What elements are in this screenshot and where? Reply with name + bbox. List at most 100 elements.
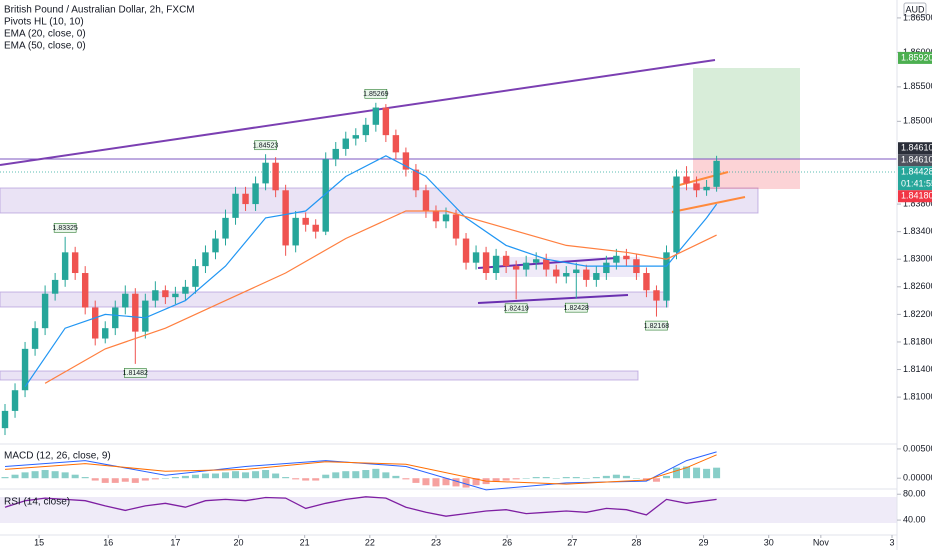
candle-body — [51, 279, 59, 294]
macd-bar — [542, 477, 550, 479]
macd-bar — [632, 478, 640, 479]
candle-body — [452, 214, 460, 239]
pivot-box — [564, 302, 588, 313]
price-label-box — [898, 142, 932, 155]
candle-body — [502, 255, 510, 267]
candle-body — [563, 273, 570, 277]
macd-bar — [452, 478, 460, 487]
x-tick-label: 22 — [365, 537, 375, 547]
axis-background — [897, 0, 932, 550]
macd-bar — [121, 478, 129, 482]
macd-bar — [713, 467, 721, 479]
macd-bar — [282, 477, 290, 479]
pivot-box — [504, 303, 528, 314]
price-label: 1.84610 — [901, 155, 932, 165]
candle-body — [212, 238, 219, 253]
macd-bar — [693, 467, 701, 479]
zone — [0, 370, 639, 381]
price-label: 1.84610 — [901, 143, 932, 153]
pivot-box — [53, 223, 77, 233]
candle-body — [613, 255, 620, 263]
y-tick-label: 1.83800 — [903, 198, 932, 208]
zone — [0, 187, 759, 214]
flag-line — [671, 196, 746, 213]
y-tick-label: 1.82600 — [903, 281, 932, 291]
macd-bar — [622, 475, 630, 479]
candle-body — [713, 160, 720, 187]
price-label-box — [898, 154, 932, 167]
macd-bar — [392, 475, 400, 479]
candle-body — [673, 176, 680, 253]
candle-body — [472, 252, 480, 263]
pivot-label: 1.82428 — [564, 305, 589, 312]
price-axis: AUD 1.865001.860001.855001.850001.838001… — [896, 0, 932, 550]
macd-bar — [562, 477, 570, 479]
pivot-box — [364, 88, 388, 99]
macd-bar — [312, 478, 320, 481]
y-tick-label: 1.81000 — [903, 391, 932, 401]
candle-body — [422, 190, 430, 211]
candle-body — [21, 348, 29, 391]
macd-tick-label: 0.00000 — [903, 473, 932, 483]
candle-body — [482, 252, 490, 274]
candle-body — [573, 269, 580, 274]
macd-bar — [342, 471, 350, 479]
candle-body — [442, 214, 450, 222]
candle-body — [522, 262, 530, 270]
candle-body — [643, 273, 650, 291]
macd-bar — [292, 478, 300, 480]
candle-body — [162, 290, 169, 298]
candle-body — [132, 293, 139, 332]
candle-body — [92, 307, 99, 339]
countdown: 01:41:55 — [901, 179, 932, 189]
trend-line — [0, 59, 716, 166]
chart-title: British Pound / Australian Dollar, 2h, F… — [4, 5, 195, 16]
rsi-title: RSI (14, close) — [4, 497, 70, 508]
candle-body — [232, 193, 239, 218]
macd-bar — [462, 478, 470, 488]
price-label-box — [898, 51, 932, 64]
indicator-label: Pivots HL (10, 10) — [4, 17, 84, 28]
macd-bar — [181, 475, 189, 479]
macd-bar — [602, 475, 610, 479]
x-tick-label: 15 — [34, 537, 44, 547]
macd-title: MACD (12, 26, close, 9) — [4, 451, 111, 462]
macd-bar — [492, 478, 500, 482]
candle-body — [332, 148, 339, 160]
candle-body — [262, 162, 269, 184]
candle-body — [31, 328, 39, 349]
x-tick-label: Nov — [813, 537, 830, 547]
candle-body — [372, 107, 380, 125]
candle-body — [112, 307, 119, 329]
macd-bar — [171, 477, 179, 479]
macd-bar — [512, 478, 520, 480]
macd-bar — [332, 472, 340, 479]
x-tick-label: 23 — [431, 537, 441, 547]
candle-body — [583, 269, 590, 280]
macd-bar — [101, 478, 109, 483]
rsi-line — [4, 496, 717, 517]
macd-bar — [232, 471, 240, 479]
marks: 15 16 17 20 21 22 23 26 27 28 29 30 Nov 3 1.83325 1.814… — [1, 88, 894, 547]
candle-body — [382, 107, 390, 136]
candle-body — [102, 328, 109, 339]
candle-body — [41, 293, 49, 329]
x-tick-label: 29 — [699, 537, 709, 547]
currency-box — [903, 2, 927, 17]
y-tick-label: 1.81400 — [903, 364, 932, 374]
y-tick-label: 1.81800 — [903, 336, 932, 346]
macd-bar — [442, 478, 450, 486]
macd-bar — [252, 471, 260, 479]
y-tick-label: 1.85500 — [903, 81, 932, 91]
candle-body — [693, 183, 700, 191]
macd-bar — [652, 478, 660, 482]
macd-bar — [412, 478, 420, 483]
macd-bar — [592, 477, 600, 479]
price-label: 1.84180 — [901, 191, 932, 201]
macd-bar — [432, 478, 440, 487]
indicator-label: EMA (20, close, 0) — [4, 29, 86, 40]
x-tick-label: 27 — [567, 537, 577, 547]
candle-body — [462, 238, 470, 263]
